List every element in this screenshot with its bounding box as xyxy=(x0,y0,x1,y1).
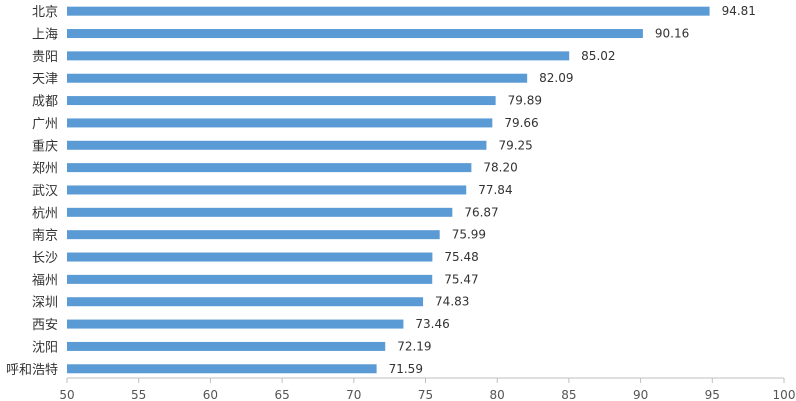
x-tick-label: 90 xyxy=(633,388,648,401)
bar xyxy=(67,185,467,195)
bar xyxy=(67,364,377,374)
bar xyxy=(67,319,404,329)
bar xyxy=(67,230,440,240)
category-label: 广州 xyxy=(32,117,58,132)
category-label: 沈阳 xyxy=(32,340,58,355)
x-tick-label: 55 xyxy=(131,388,146,401)
bar xyxy=(67,73,528,83)
bar-value-label: 79.66 xyxy=(504,116,538,130)
category-label: 北京 xyxy=(32,5,58,20)
category-label: 呼和浩特 xyxy=(6,363,58,378)
x-tick-label: 85 xyxy=(561,388,576,401)
x-tick-label: 60 xyxy=(203,388,218,401)
category-label: 天津 xyxy=(32,72,58,87)
bar-value-label: 73.46 xyxy=(415,317,449,331)
bar xyxy=(67,29,643,39)
x-tick-label: 70 xyxy=(346,388,361,401)
category-label: 西安 xyxy=(32,318,58,333)
category-label: 福州 xyxy=(32,273,58,288)
bar-value-label: 76.87 xyxy=(464,205,498,219)
bar-value-label: 75.99 xyxy=(452,228,486,242)
x-tick-label: 80 xyxy=(490,388,505,401)
category-label: 长沙 xyxy=(32,251,58,266)
bar-value-label: 71.59 xyxy=(389,362,423,376)
category-label: 贵阳 xyxy=(32,50,58,65)
bar-value-label: 79.25 xyxy=(498,138,532,152)
bar xyxy=(67,6,710,16)
x-axis-ticks-group: 50 55 60 65 70 75 80 85 90 95 100 xyxy=(59,378,795,401)
bar xyxy=(67,252,433,262)
bar-value-label: 77.84 xyxy=(478,183,512,197)
x-tick-label: 75 xyxy=(418,388,433,401)
category-label: 重庆 xyxy=(32,138,58,154)
bar-value-label: 82.09 xyxy=(539,71,573,85)
bar xyxy=(67,140,487,150)
bar xyxy=(67,51,570,61)
bar-value-label: 79.89 xyxy=(508,94,542,108)
bar xyxy=(67,163,472,173)
category-label: 郑州 xyxy=(32,162,58,177)
bar-value-label: 75.48 xyxy=(444,250,478,264)
category-label: 杭州 xyxy=(32,206,58,221)
bar xyxy=(67,341,386,351)
x-tick-label: 100 xyxy=(773,388,796,401)
category-label: 深圳 xyxy=(32,296,58,311)
category-label: 南京 xyxy=(32,228,58,244)
bar xyxy=(67,297,424,307)
bar-value-label: 85.02 xyxy=(581,49,615,63)
bar-value-label: 78.20 xyxy=(483,161,517,175)
x-tick-label: 65 xyxy=(274,388,289,401)
bar-value-label: 90.16 xyxy=(655,27,689,41)
bar-value-label: 72.19 xyxy=(397,339,431,353)
category-label: 成都 xyxy=(32,95,58,110)
bar xyxy=(67,118,493,128)
category-label: 武汉 xyxy=(32,184,58,199)
bar-value-label: 94.81 xyxy=(722,4,756,18)
bar-value-label: 75.47 xyxy=(444,272,478,286)
bar xyxy=(67,207,453,217)
bar xyxy=(67,96,496,106)
value-labels-group: 94.81 90.16 85.02 82.09 79.89 79.66 79.25 78.20… xyxy=(389,4,756,376)
x-tick-label: 50 xyxy=(59,388,74,401)
bar xyxy=(67,274,433,284)
bars-group xyxy=(67,6,710,374)
category-label: 上海 xyxy=(32,28,58,43)
bar-value-label: 74.83 xyxy=(435,295,469,309)
x-tick-label: 95 xyxy=(705,388,720,401)
